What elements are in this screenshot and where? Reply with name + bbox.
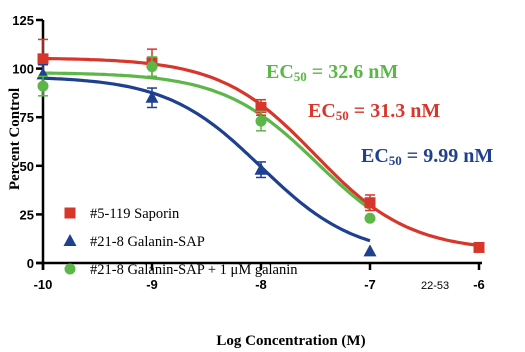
data-point-circle — [37, 80, 49, 92]
x-axis-title: Log Concentration (M) — [216, 333, 365, 349]
x-tick-label: -7 — [364, 277, 376, 292]
legend: #5-119 Saporin #21-8 Galanin-SAP #21-8 Gal… — [63, 206, 298, 278]
data-point-square — [255, 101, 267, 113]
x-tick-label: -6 — [473, 277, 485, 292]
fit-curve — [42, 71, 371, 211]
data-point-circle — [64, 263, 76, 275]
ec50-label: EC50 = 31.3 nM — [308, 100, 440, 123]
legend-item: #21-8 Galanin-SAP — [63, 234, 205, 250]
ec50-label: EC50 = 32.6 nM — [266, 61, 398, 84]
data-point-square — [473, 241, 485, 253]
data-point-triangle — [145, 90, 159, 103]
data-point-square — [364, 197, 376, 209]
x-tick-label: -9 — [146, 277, 158, 292]
data-point-square — [37, 53, 49, 65]
legend-label: #21-8 Galanin-SAP + 1 μM galanin — [90, 262, 298, 278]
data-point-circle — [146, 61, 158, 73]
legend-item: #5-119 Saporin — [64, 206, 180, 222]
legend-item: #21-8 Galanin-SAP + 1 μM galanin — [64, 262, 298, 278]
data-point-circle — [364, 212, 376, 224]
y-tick-label: 125 — [12, 13, 34, 28]
y-tick-label: 50 — [20, 159, 34, 174]
ec50-labels: EC50 = 31.3 nM EC50 = 9.99 nM EC50 = 32.6 … — [266, 61, 493, 168]
data-points — [36, 38, 485, 257]
ec50-label: EC50 = 9.99 nM — [361, 145, 493, 168]
y-axis-title: Percent Control — [7, 88, 23, 190]
data-point-triangle — [63, 234, 77, 246]
legend-label: #21-8 Galanin-SAP — [90, 234, 205, 250]
axes: 0 25 50 75 100 125 -10 -9 -8 -7 -6 — [12, 13, 484, 292]
data-point-square — [64, 207, 76, 219]
data-point-circle — [255, 115, 267, 127]
y-tick-label: 0 — [27, 256, 34, 271]
data-point-triangle — [363, 244, 377, 257]
legend-label: #5-119 Saporin — [90, 206, 180, 222]
y-tick-label: 25 — [20, 207, 34, 222]
x-tick-label: -8 — [255, 277, 267, 292]
figure-id-note: 22-53 — [421, 280, 449, 292]
y-tick-label: 75 — [20, 110, 34, 125]
x-tick-label: -10 — [34, 277, 53, 292]
y-tick-label: 100 — [12, 62, 34, 77]
fit-curve — [42, 76, 371, 243]
data-point-triangle — [254, 162, 268, 175]
